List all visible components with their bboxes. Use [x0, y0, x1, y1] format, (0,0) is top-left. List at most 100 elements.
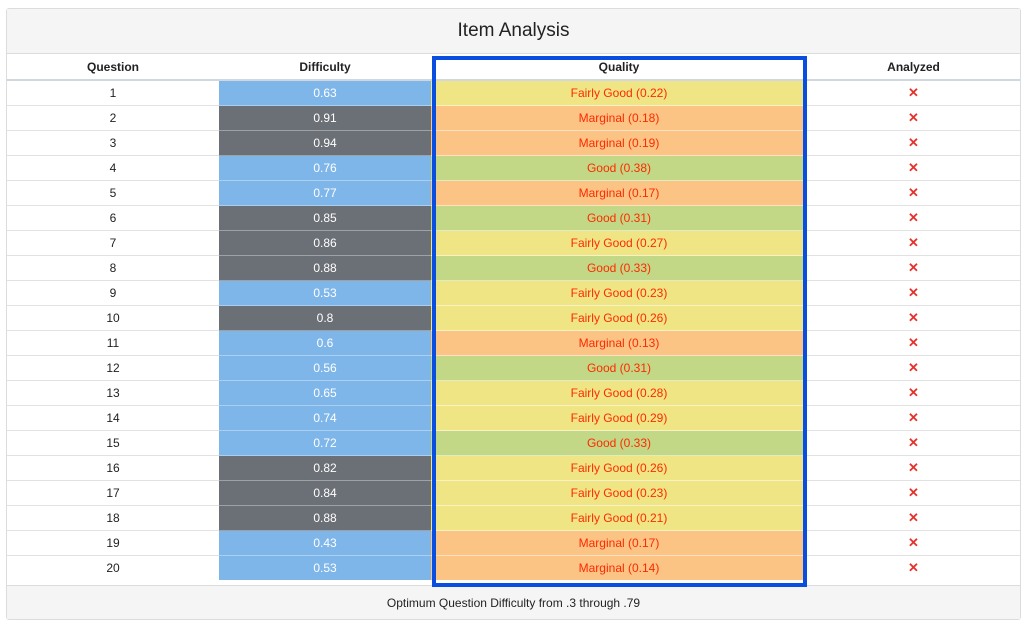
analyzed-status: ✕	[807, 430, 1020, 456]
question-number: 1	[7, 79, 219, 106]
column-header-difficulty[interactable]: Difficulty	[219, 54, 431, 81]
analyzed-status: ✕	[807, 530, 1020, 556]
x-icon[interactable]: ✕	[908, 410, 919, 425]
analyzed-status: ✕	[807, 230, 1020, 256]
x-icon[interactable]: ✕	[908, 135, 919, 150]
question-number: 11	[7, 330, 219, 356]
difficulty-value: 0.53	[219, 555, 431, 580]
quality-value: Fairly Good (0.29)	[431, 405, 807, 431]
quality-value: Good (0.31)	[431, 355, 807, 381]
quality-value: Fairly Good (0.27)	[431, 230, 807, 256]
table-row[interactable]: 1 0.63 Fairly Good (0.22) ✕	[7, 79, 1020, 106]
table-row[interactable]: 13 0.65 Fairly Good (0.28) ✕	[7, 380, 1020, 406]
quality-value: Marginal (0.19)	[431, 130, 807, 156]
card-title: Item Analysis	[7, 9, 1020, 54]
table-row[interactable]: 10 0.8 Fairly Good (0.26) ✕	[7, 305, 1020, 331]
difficulty-value: 0.88	[219, 255, 431, 281]
x-icon[interactable]: ✕	[908, 335, 919, 350]
table-row[interactable]: 4 0.76 Good (0.38) ✕	[7, 155, 1020, 181]
question-number: 6	[7, 205, 219, 231]
x-icon[interactable]: ✕	[908, 535, 919, 550]
table-row[interactable]: 19 0.43 Marginal (0.17) ✕	[7, 530, 1020, 556]
x-icon[interactable]: ✕	[908, 285, 919, 300]
x-icon[interactable]: ✕	[908, 385, 919, 400]
x-icon[interactable]: ✕	[908, 85, 919, 100]
difficulty-value: 0.82	[219, 455, 431, 481]
question-number: 7	[7, 230, 219, 256]
quality-value: Good (0.33)	[431, 430, 807, 456]
x-icon[interactable]: ✕	[908, 235, 919, 250]
difficulty-value: 0.43	[219, 530, 431, 556]
difficulty-value: 0.84	[219, 480, 431, 506]
table-row[interactable]: 12 0.56 Good (0.31) ✕	[7, 355, 1020, 381]
x-icon[interactable]: ✕	[908, 510, 919, 525]
table-row[interactable]: 15 0.72 Good (0.33) ✕	[7, 430, 1020, 456]
table-row[interactable]: 20 0.53 Marginal (0.14) ✕	[7, 555, 1020, 580]
difficulty-legend-footer: Optimum Question Difficulty from .3 thro…	[7, 585, 1020, 619]
table-row[interactable]: 2 0.91 Marginal (0.18) ✕	[7, 105, 1020, 131]
difficulty-value: 0.88	[219, 505, 431, 531]
question-number: 10	[7, 305, 219, 331]
table-row[interactable]: 14 0.74 Fairly Good (0.29) ✕	[7, 405, 1020, 431]
analyzed-status: ✕	[807, 380, 1020, 406]
x-icon[interactable]: ✕	[908, 160, 919, 175]
analyzed-status: ✕	[807, 455, 1020, 481]
table-row[interactable]: 3 0.94 Marginal (0.19) ✕	[7, 130, 1020, 156]
question-number: 9	[7, 280, 219, 306]
x-icon[interactable]: ✕	[908, 485, 919, 500]
table-row[interactable]: 8 0.88 Good (0.33) ✕	[7, 255, 1020, 281]
quality-value: Fairly Good (0.23)	[431, 280, 807, 306]
column-header-quality[interactable]: Quality	[431, 54, 807, 81]
analyzed-status: ✕	[807, 79, 1020, 106]
analyzed-status: ✕	[807, 405, 1020, 431]
analyzed-status: ✕	[807, 205, 1020, 231]
question-number: 19	[7, 530, 219, 556]
quality-value: Marginal (0.13)	[431, 330, 807, 356]
quality-value: Fairly Good (0.28)	[431, 380, 807, 406]
question-number: 5	[7, 180, 219, 206]
table-row[interactable]: 18 0.88 Fairly Good (0.21) ✕	[7, 505, 1020, 531]
question-number: 14	[7, 405, 219, 431]
difficulty-value: 0.72	[219, 430, 431, 456]
analyzed-status: ✕	[807, 280, 1020, 306]
question-number: 2	[7, 105, 219, 131]
x-icon[interactable]: ✕	[908, 435, 919, 450]
table-row[interactable]: 6 0.85 Good (0.31) ✕	[7, 205, 1020, 231]
x-icon[interactable]: ✕	[908, 185, 919, 200]
table-row[interactable]: 9 0.53 Fairly Good (0.23) ✕	[7, 280, 1020, 306]
analyzed-status: ✕	[807, 130, 1020, 156]
analyzed-status: ✕	[807, 155, 1020, 181]
x-icon[interactable]: ✕	[908, 110, 919, 125]
table-header-row: Question Difficulty Quality Analyzed	[7, 54, 1020, 81]
table-row[interactable]: 16 0.82 Fairly Good (0.26) ✕	[7, 455, 1020, 481]
item-analysis-card: Item Analysis Question Difficulty Qualit…	[6, 8, 1021, 620]
x-icon[interactable]: ✕	[908, 560, 919, 575]
difficulty-value: 0.94	[219, 130, 431, 156]
difficulty-value: 0.74	[219, 405, 431, 431]
column-header-question[interactable]: Question	[7, 54, 219, 81]
x-icon[interactable]: ✕	[908, 210, 919, 225]
quality-value: Good (0.38)	[431, 155, 807, 181]
quality-value: Fairly Good (0.21)	[431, 505, 807, 531]
difficulty-value: 0.77	[219, 180, 431, 206]
table-body: 1 0.63 Fairly Good (0.22) ✕ 2 0.91 Marginal (0…	[7, 79, 1020, 580]
question-number: 13	[7, 380, 219, 406]
difficulty-value: 0.63	[219, 79, 431, 106]
question-number: 12	[7, 355, 219, 381]
x-icon[interactable]: ✕	[908, 460, 919, 475]
question-number: 17	[7, 480, 219, 506]
table-row[interactable]: 17 0.84 Fairly Good (0.23) ✕	[7, 480, 1020, 506]
column-header-analyzed[interactable]: Analyzed	[807, 54, 1020, 81]
analyzed-status: ✕	[807, 255, 1020, 281]
analyzed-status: ✕	[807, 305, 1020, 331]
analyzed-status: ✕	[807, 480, 1020, 506]
difficulty-value: 0.86	[219, 230, 431, 256]
x-icon[interactable]: ✕	[908, 360, 919, 375]
quality-value: Marginal (0.14)	[431, 555, 807, 580]
table-row[interactable]: 5 0.77 Marginal (0.17) ✕	[7, 180, 1020, 206]
x-icon[interactable]: ✕	[908, 260, 919, 275]
x-icon[interactable]: ✕	[908, 310, 919, 325]
table-row[interactable]: 7 0.86 Fairly Good (0.27) ✕	[7, 230, 1020, 256]
analyzed-status: ✕	[807, 355, 1020, 381]
table-row[interactable]: 11 0.6 Marginal (0.13) ✕	[7, 330, 1020, 356]
